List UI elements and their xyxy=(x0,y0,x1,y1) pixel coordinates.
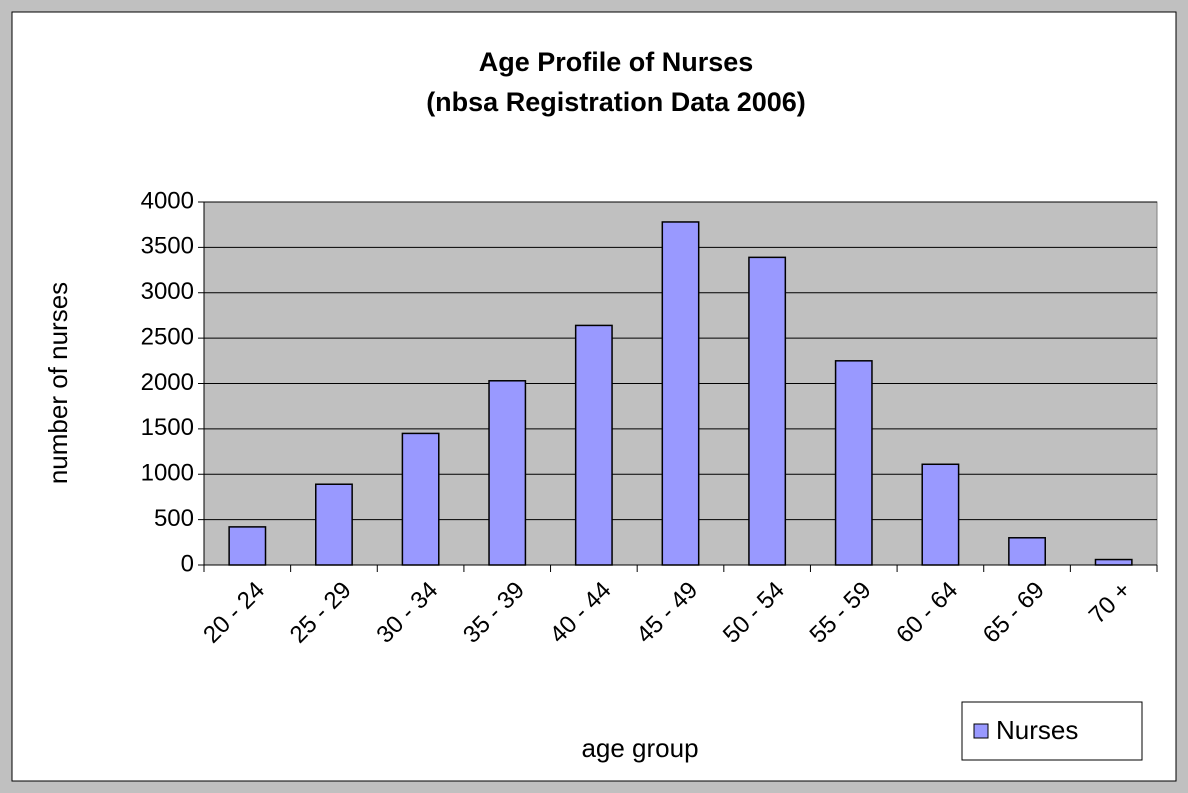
bar xyxy=(315,483,353,566)
legend-swatch xyxy=(973,723,989,739)
y-tick-label: 2000 xyxy=(141,369,194,396)
y-tick-label: 500 xyxy=(154,505,194,532)
x-axis-label: age group xyxy=(581,733,698,763)
legend-label: Nurses xyxy=(996,715,1078,745)
y-tick-label: 3500 xyxy=(141,233,194,260)
bar xyxy=(228,526,267,566)
chart-subtitle: (nbsa Registration Data 2006) xyxy=(426,87,806,117)
bar xyxy=(488,380,527,566)
y-tick-label: 3000 xyxy=(141,278,194,305)
chart-title: Age Profile of Nurses xyxy=(479,47,754,77)
bar xyxy=(834,360,873,566)
y-tick-label: 0 xyxy=(181,550,194,577)
y-axis-label: number of nurses xyxy=(43,282,73,484)
bar xyxy=(1094,558,1133,566)
y-tick-label: 1500 xyxy=(141,414,194,441)
bar xyxy=(401,432,440,566)
bar xyxy=(748,256,787,566)
y-tick-label: 1000 xyxy=(141,460,194,487)
y-tick-label: 2500 xyxy=(141,323,194,350)
bar xyxy=(1008,537,1046,566)
bar xyxy=(921,463,960,566)
bar xyxy=(574,324,613,566)
y-tick-label: 4000 xyxy=(141,187,194,214)
bar xyxy=(661,221,700,566)
legend-frame xyxy=(961,701,1143,761)
